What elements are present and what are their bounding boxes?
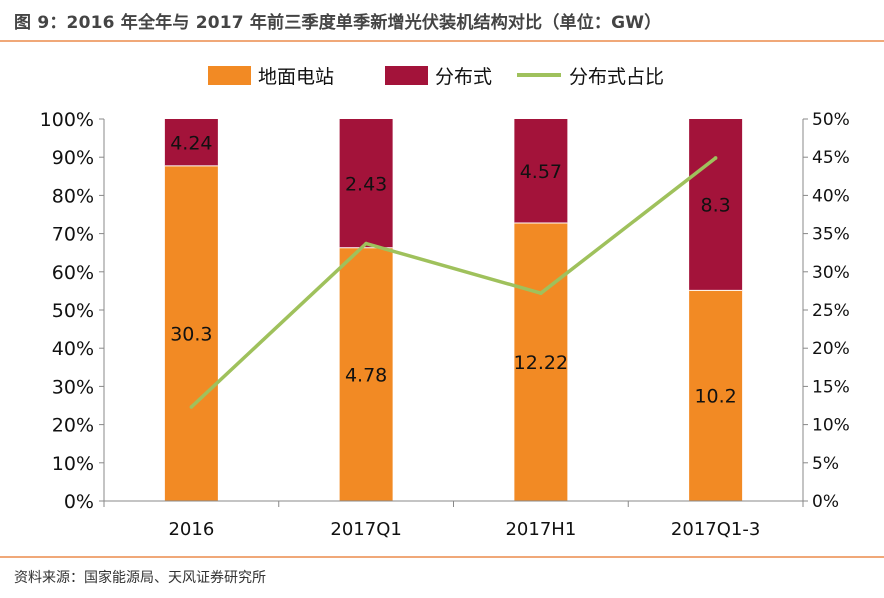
bar-distributed-2016 [164, 119, 218, 166]
left-tick-label: 50% [52, 300, 94, 322]
bar-labels: 30.3 4.24 4.78 2.43 12.22 4.57 10.2 8.3 [170, 132, 737, 407]
right-tick-label: 35% [812, 225, 850, 245]
data-label-ground-2016: 30.3 [170, 323, 212, 345]
data-label-distributed-2017Q1-3: 8.3 [701, 195, 731, 217]
left-tick-label: 100% [40, 109, 94, 131]
legend-label-share: 分布式占比 [569, 66, 664, 88]
x-tick-label: 2016 [168, 519, 214, 540]
source-note: 资料来源：国家能源局、天风证券研究所 [14, 570, 266, 586]
data-label-ground-2017Q1-3: 10.2 [694, 386, 736, 408]
left-tick-label: 20% [52, 415, 94, 437]
bar-ground-2017Q1 [339, 247, 393, 501]
right-tick-label: 5% [812, 454, 839, 474]
bar-ground-2017Q1-3 [689, 290, 743, 501]
chart: 地面电站 分布式 分布式占比 30.3 4.24 4.78 2.43 12.22 4.57 10… [40, 66, 850, 540]
left-tick-label: 10% [52, 453, 94, 475]
data-label-distributed-2017Q1: 2.43 [345, 173, 387, 195]
x-tick-label: 2017Q1 [330, 519, 401, 540]
left-tick-label: 40% [52, 338, 94, 360]
right-tick-label: 25% [812, 301, 850, 321]
share-point-2017Q1 [364, 241, 368, 246]
data-label-ground-2017Q1: 4.78 [345, 364, 387, 386]
bar-distributed-2017Q1 [339, 119, 393, 248]
bar-distributed-2017H1 [514, 119, 568, 223]
x-tick-label: 2017H1 [505, 519, 576, 540]
legend: 地面电站 分布式 分布式占比 [208, 66, 664, 88]
left-tick-label: 80% [52, 185, 94, 207]
right-tick-label: 50% [812, 110, 850, 130]
x-tick-label: 2017Q1-3 [671, 519, 760, 540]
bar-ground-2016 [164, 165, 218, 501]
legend-label-ground: 地面电站 [258, 66, 334, 88]
share-line [190, 156, 717, 409]
legend-swatch-distributed [385, 66, 428, 85]
bars [164, 119, 743, 502]
share-line-series [189, 156, 718, 409]
left-tick-label: 60% [52, 262, 94, 284]
left-tick-label: 90% [52, 147, 94, 169]
title-divider [0, 40, 884, 42]
figure-title: 图 9：2016 年全年与 2017 年前三季度单季新增光伏装机结构对比（单位：… [14, 13, 662, 33]
right-tick-label: 20% [812, 339, 850, 359]
legend-label-distributed: 分布式 [435, 66, 492, 88]
data-label-distributed-2017H1: 4.57 [520, 161, 562, 183]
legend-swatch-ground [208, 66, 251, 85]
source-divider [0, 556, 884, 558]
right-tick-label: 30% [812, 263, 850, 283]
left-tick-label: 0% [64, 491, 94, 513]
right-tick-label: 45% [812, 148, 850, 168]
left-tick-label: 70% [52, 224, 94, 246]
right-tick-label: 10% [812, 416, 850, 436]
share-point-2017H1 [539, 291, 543, 295]
data-label-distributed-2016: 4.24 [170, 132, 212, 154]
right-tick-label: 15% [812, 377, 850, 397]
share-point-2016 [189, 405, 194, 409]
bar-distributed-2017Q1-3 [689, 119, 743, 291]
data-label-ground-2017H1: 12.22 [514, 352, 568, 374]
right-tick-label: 0% [812, 492, 839, 512]
bar-ground-2017H1 [514, 222, 568, 502]
share-point-2017Q1-3 [713, 156, 718, 160]
axes: 0% 10% 20% 30% 40% 50% 60% 70% 80% 90% 100% 0% 5% 10%… [40, 109, 850, 540]
left-tick-label: 30% [52, 376, 94, 398]
right-tick-label: 40% [812, 186, 850, 206]
